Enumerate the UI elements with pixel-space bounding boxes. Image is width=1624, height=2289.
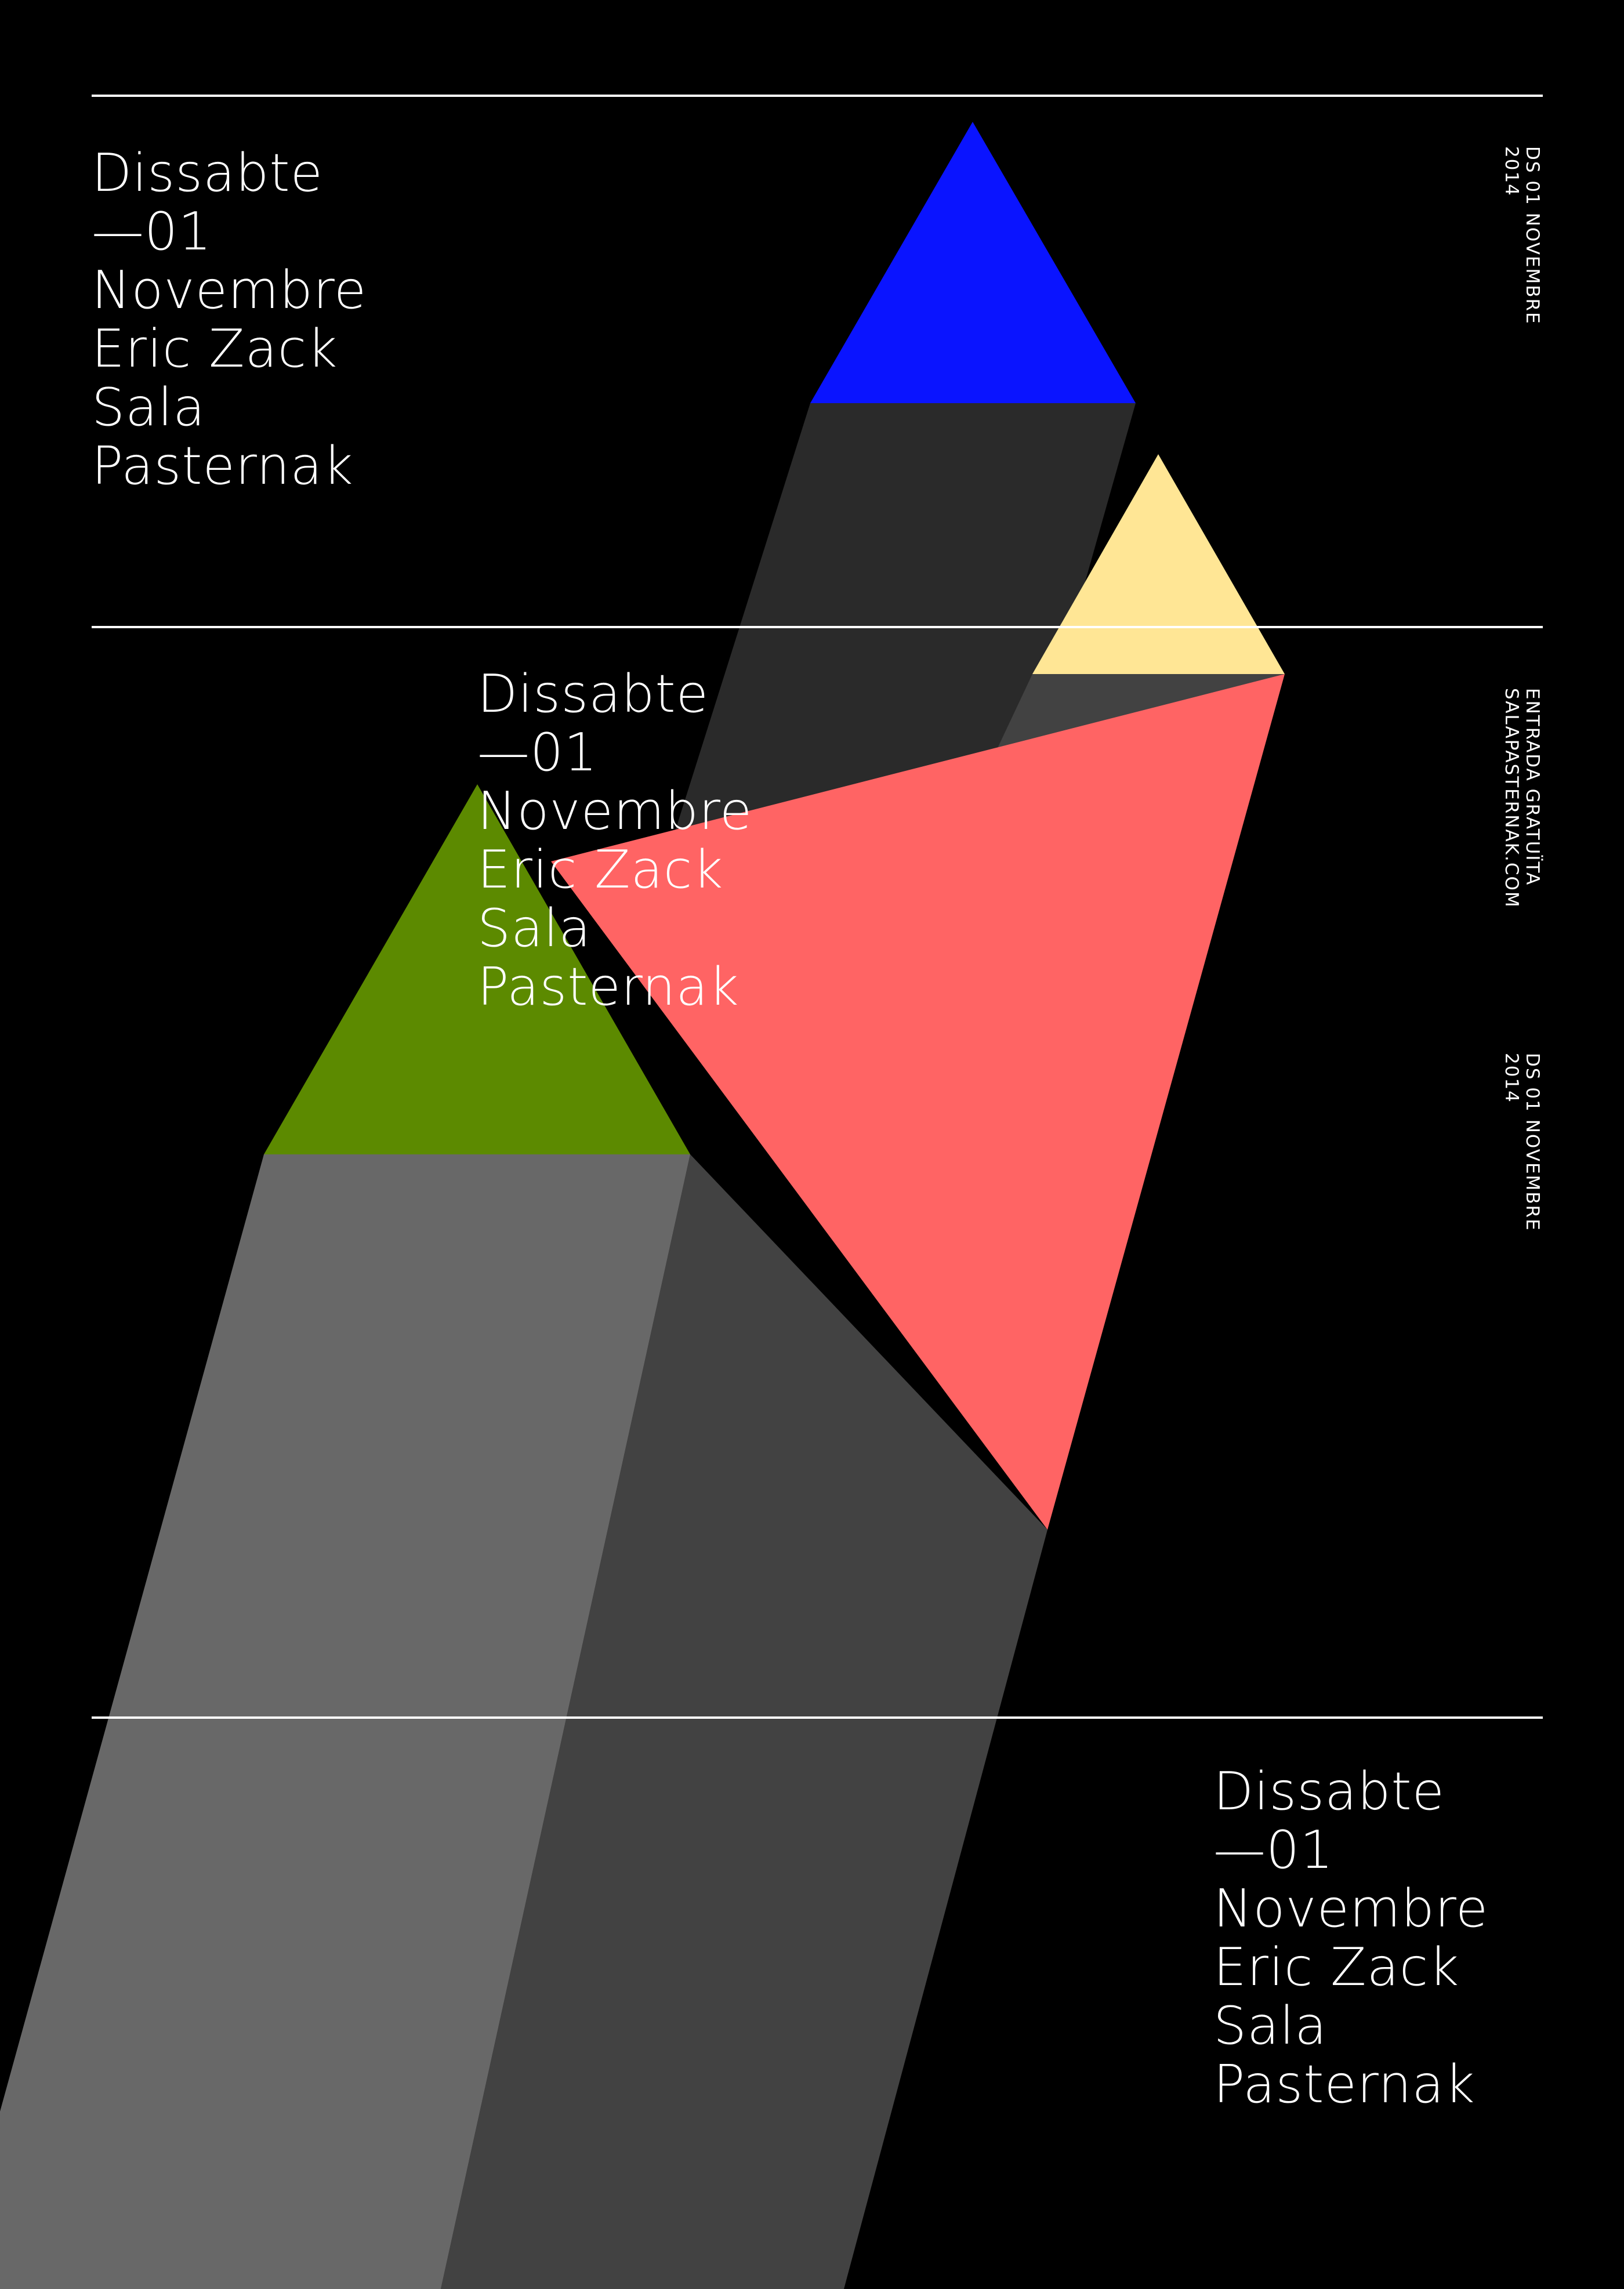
event-date: —01 <box>477 722 598 783</box>
green-triangle <box>264 784 690 1154</box>
event-artist: Eric Zack <box>92 318 338 379</box>
side-date-line1: DS 01 NOVEMBRE <box>1522 146 1543 325</box>
event-day: Dissabte <box>1213 1761 1445 1822</box>
side-date-line2: 2014 <box>1501 146 1522 197</box>
event-date: —01 <box>1213 1820 1334 1881</box>
side-entry-info: ENTRADA GRATUÏTA SALAPASTERNAK.COM <box>1501 688 1543 908</box>
event-date: —01 <box>92 201 212 262</box>
side-date-line2: 2014 <box>1501 1053 1522 1103</box>
event-day: Dissabte <box>92 143 324 204</box>
event-artist: Eric Zack <box>477 839 724 900</box>
event-month: Novembre <box>1213 1878 1489 1939</box>
side-date-bottom: DS 01 NOVEMBRE 2014 <box>1501 1053 1543 1232</box>
event-venue-line2: Pasternak <box>477 957 740 1017</box>
mid-shadow-beam <box>441 1154 1047 2289</box>
event-venue-line2: Pasternak <box>92 436 354 497</box>
event-venue-line1: Sala <box>92 377 206 438</box>
lower-middle-rule <box>92 1716 1543 1719</box>
event-venue-line2: Pasternak <box>1213 2054 1476 2115</box>
yellow-triangle <box>1032 454 1285 674</box>
light-shadow-beam <box>0 1154 690 2289</box>
side-entry-line2: SALAPASTERNAK.COM <box>1501 688 1522 908</box>
event-venue-line1: Sala <box>1213 1995 1328 2056</box>
event-day: Dissabte <box>477 664 709 725</box>
event-venue-line1: Sala <box>477 898 592 959</box>
event-info-block-bottom: Dissabte —01 Novembre Eric Zack Sala Pas… <box>1213 1762 1488 2114</box>
top-rule <box>92 95 1543 97</box>
upper-middle-rule <box>92 626 1543 628</box>
side-date-top: DS 01 NOVEMBRE 2014 <box>1501 146 1543 325</box>
event-info-block-middle: Dissabte —01 Novembre Eric Zack Sala Pas… <box>477 665 752 1016</box>
event-month: Novembre <box>92 260 367 321</box>
side-date-line1: DS 01 NOVEMBRE <box>1522 1053 1543 1232</box>
red-triangle <box>551 674 1285 1530</box>
side-entry-line1: ENTRADA GRATUÏTA <box>1522 688 1543 886</box>
blue-triangle <box>810 122 1136 403</box>
event-artist: Eric Zack <box>1213 1937 1460 1998</box>
event-month: Novembre <box>477 781 753 842</box>
event-info-block-top: Dissabte —01 Novembre Eric Zack Sala Pas… <box>92 144 367 495</box>
